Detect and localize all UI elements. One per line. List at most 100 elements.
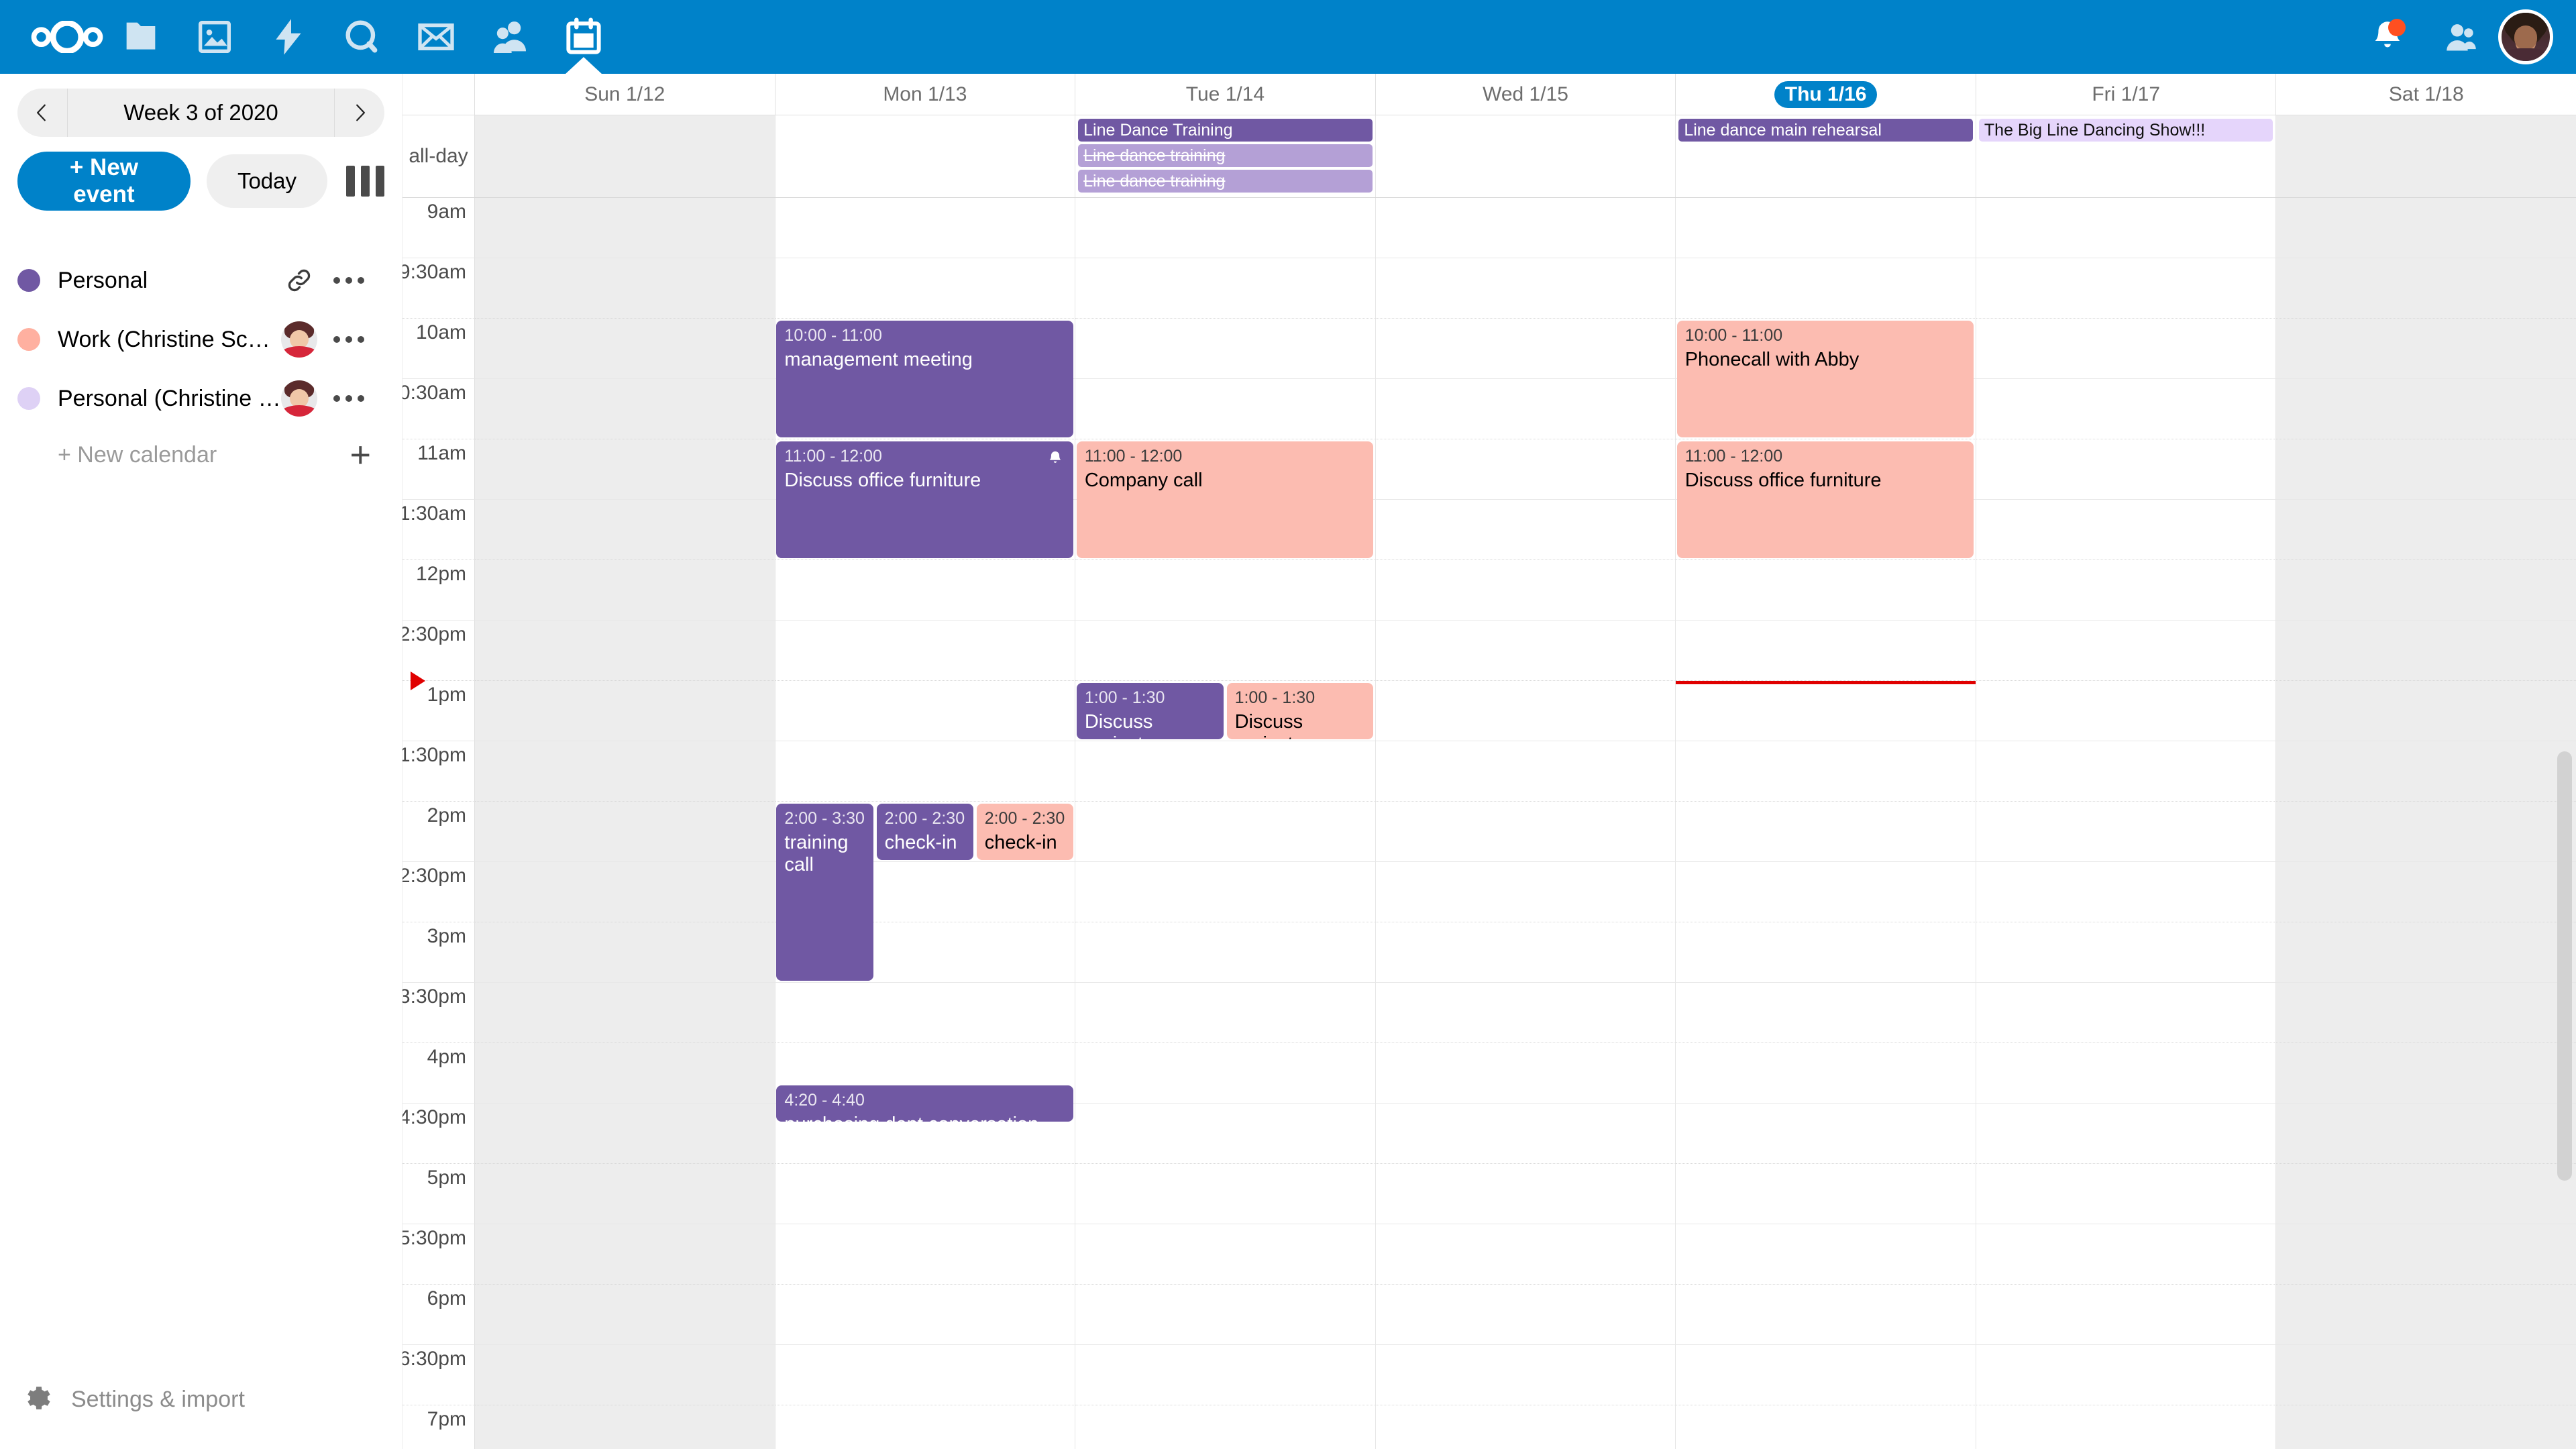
time-slot-cell[interactable] xyxy=(2276,319,2576,379)
time-slot-cell[interactable] xyxy=(1676,1043,1976,1104)
time-slot-cell[interactable] xyxy=(475,802,775,862)
previous-week-button[interactable] xyxy=(17,89,67,137)
week-view-toggle[interactable] xyxy=(346,166,384,197)
time-slot-cell[interactable] xyxy=(1676,560,1976,621)
time-slot-cell[interactable] xyxy=(1976,862,2277,922)
all-day-event[interactable]: Line dance main rehearsal xyxy=(1678,119,1973,142)
time-slot-cell[interactable] xyxy=(2276,802,2576,862)
time-slot-cell[interactable] xyxy=(1676,983,1976,1043)
time-slot-cell[interactable] xyxy=(1976,802,2277,862)
user-avatar[interactable] xyxy=(2498,9,2553,64)
time-slot-cell[interactable] xyxy=(1375,983,1676,1043)
time-slot-cell[interactable] xyxy=(1075,500,1376,560)
time-slot-cell[interactable] xyxy=(2276,379,2576,439)
time-slot-cell[interactable] xyxy=(475,258,775,319)
time-slot-cell[interactable] xyxy=(2276,1164,2576,1224)
calendar-event[interactable]: 2:00 - 2:30 check-in xyxy=(976,804,1073,860)
calendar-event[interactable]: 2:00 - 2:30 check-in xyxy=(876,804,973,860)
calendar-actions-menu[interactable] xyxy=(327,258,371,303)
files-icon[interactable] xyxy=(104,0,178,74)
time-slot-cell[interactable] xyxy=(1676,379,1976,439)
time-slot-cell[interactable] xyxy=(1075,741,1376,802)
activity-icon[interactable] xyxy=(252,0,325,74)
time-slot-cell[interactable] xyxy=(1375,922,1676,983)
time-slot-cell[interactable] xyxy=(1075,1043,1376,1104)
time-slot-cell[interactable] xyxy=(1976,560,2277,621)
time-slot-cell[interactable] xyxy=(475,922,775,983)
all-day-column[interactable] xyxy=(1376,115,1676,197)
day-header[interactable]: Sun 1/12 xyxy=(475,74,775,115)
time-slot-cell[interactable] xyxy=(1676,681,1976,741)
time-slot-cell[interactable] xyxy=(1676,1224,1976,1285)
calendar-event[interactable]: 2:00 - 3:30 training call xyxy=(776,804,873,981)
time-slot-cell[interactable] xyxy=(775,1164,1076,1224)
time-slot-cell[interactable] xyxy=(1375,802,1676,862)
time-slot-cell[interactable] xyxy=(775,983,1076,1043)
time-slot-cell[interactable] xyxy=(475,379,775,439)
time-slot-cell[interactable] xyxy=(1976,258,2277,319)
time-slot-cell[interactable] xyxy=(1976,1345,2277,1405)
time-slot-cell[interactable] xyxy=(475,1224,775,1285)
all-day-column[interactable] xyxy=(2276,115,2576,197)
calendar-list-item[interactable]: Personal xyxy=(0,251,402,310)
calendar-list-item[interactable]: Personal (Christine Scho... xyxy=(0,369,402,428)
search-icon[interactable] xyxy=(325,0,399,74)
time-slot-cell[interactable] xyxy=(1375,862,1676,922)
time-slot-cell[interactable] xyxy=(1676,198,1976,258)
calendar-event[interactable]: 11:00 - 12:00 Discuss office furniture xyxy=(1676,441,1974,558)
time-slot-cell[interactable] xyxy=(475,681,775,741)
time-slot-cell[interactable] xyxy=(2276,1285,2576,1345)
time-slot-cell[interactable] xyxy=(1676,500,1976,560)
time-slot-cell[interactable] xyxy=(2276,983,2576,1043)
time-slot-cell[interactable] xyxy=(475,500,775,560)
time-slot-cell[interactable] xyxy=(1075,198,1376,258)
time-slot-cell[interactable] xyxy=(1976,500,2277,560)
time-slot-cell[interactable] xyxy=(1075,319,1376,379)
time-slot-cell[interactable] xyxy=(775,1224,1076,1285)
time-slot-cell[interactable] xyxy=(775,1285,1076,1345)
mail-icon[interactable] xyxy=(399,0,473,74)
time-slot-cell[interactable] xyxy=(775,802,1076,862)
time-slot-cell[interactable] xyxy=(1375,621,1676,681)
calendar-event[interactable]: 10:00 - 11:00 Phonecall with Abby xyxy=(1676,321,1974,437)
time-slot-cell[interactable] xyxy=(1676,1164,1976,1224)
calendar-event[interactable]: 1:00 - 1:30 Discuss project announcement xyxy=(1226,683,1374,739)
vertical-scrollbar[interactable] xyxy=(2557,751,2572,1181)
time-slot-cell[interactable] xyxy=(1976,1405,2277,1449)
all-day-column[interactable]: Line dance main rehearsal xyxy=(1676,115,1976,197)
all-day-event[interactable]: Line Dance Training xyxy=(1078,119,1373,142)
calendar-event[interactable]: 11:00 - 12:00 Discuss office furniture xyxy=(776,441,1073,558)
time-slot-cell[interactable] xyxy=(1976,983,2277,1043)
time-slot-cell[interactable] xyxy=(2276,862,2576,922)
time-slot-cell[interactable] xyxy=(775,258,1076,319)
time-slot-cell[interactable] xyxy=(475,621,775,681)
time-slot-cell[interactable] xyxy=(1075,1285,1376,1345)
time-slot-cell[interactable] xyxy=(1676,621,1976,681)
all-day-column[interactable]: The Big Line Dancing Show!!! xyxy=(1976,115,2277,197)
time-slot-cell[interactable] xyxy=(2276,1405,2576,1449)
time-slot-cell[interactable] xyxy=(1375,741,1676,802)
time-slot-cell[interactable] xyxy=(775,741,1076,802)
time-slot-cell[interactable] xyxy=(1976,681,2277,741)
time-slot-cell[interactable] xyxy=(475,1164,775,1224)
time-slot-cell[interactable] xyxy=(475,1285,775,1345)
day-header[interactable]: Thu 1/16 xyxy=(1676,74,1976,115)
time-slot-cell[interactable] xyxy=(1075,621,1376,681)
time-slot-cell[interactable] xyxy=(1676,258,1976,319)
time-slot-cell[interactable] xyxy=(1075,983,1376,1043)
day-header[interactable]: Wed 1/15 xyxy=(1376,74,1676,115)
calendar-list-item[interactable]: Work (Christine Schott) xyxy=(0,310,402,369)
time-slot-cell[interactable] xyxy=(1375,1043,1676,1104)
calendar-event[interactable]: 11:00 - 12:00 Company call xyxy=(1076,441,1374,558)
contacts-menu-icon[interactable] xyxy=(2424,0,2498,74)
time-slot-cell[interactable] xyxy=(775,681,1076,741)
time-slot-cell[interactable] xyxy=(2276,681,2576,741)
time-slot-cell[interactable] xyxy=(2276,439,2576,500)
time-slot-cell[interactable] xyxy=(475,1345,775,1405)
add-calendar-icon[interactable]: + xyxy=(350,435,371,475)
time-slot-cell[interactable] xyxy=(1976,1104,2277,1164)
time-slot-cell[interactable] xyxy=(475,439,775,500)
time-slot-cell[interactable] xyxy=(1075,258,1376,319)
time-slot-cell[interactable] xyxy=(475,198,775,258)
time-slot-cell[interactable] xyxy=(1075,802,1376,862)
